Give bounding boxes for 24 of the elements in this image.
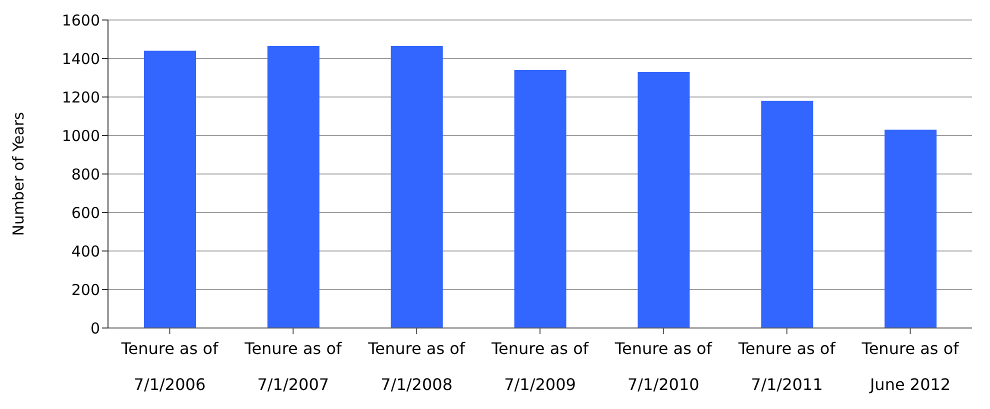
x-tick-label: Tenure as of 7/1/2010: [614, 339, 712, 394]
bar: [144, 50, 196, 328]
bar: [761, 100, 814, 328]
bar: [390, 46, 443, 328]
y-tick-label: 1600: [62, 11, 100, 30]
x-tick-label: Tenure as of 7/1/2006: [120, 339, 219, 394]
y-tick-label: 1400: [62, 50, 100, 68]
x-tick-label: Tenure as of 7/1/2011: [737, 339, 836, 394]
y-tick-label: 1200: [62, 88, 100, 106]
bar: [638, 72, 690, 328]
y-tick-label: 400: [71, 242, 100, 260]
bar: [514, 70, 566, 328]
x-tick-label: Tenure as of June 2012: [860, 339, 960, 394]
bar: [267, 46, 320, 328]
y-tick-label: 1000: [62, 126, 100, 145]
y-tick-label: 0: [90, 319, 100, 338]
x-tick-label: Tenure as of 7/1/2009: [490, 339, 589, 394]
y-tick-label: 800: [71, 165, 100, 184]
y-tick-label: 200: [71, 280, 100, 299]
x-tick-label: Tenure as of 7/1/2007: [244, 339, 342, 394]
bar: [884, 130, 937, 328]
y-axis-title: Number of Years: [9, 112, 28, 236]
y-tick-label: 600: [71, 204, 100, 222]
x-tick-label: Tenure as of 7/1/2008: [367, 339, 466, 394]
